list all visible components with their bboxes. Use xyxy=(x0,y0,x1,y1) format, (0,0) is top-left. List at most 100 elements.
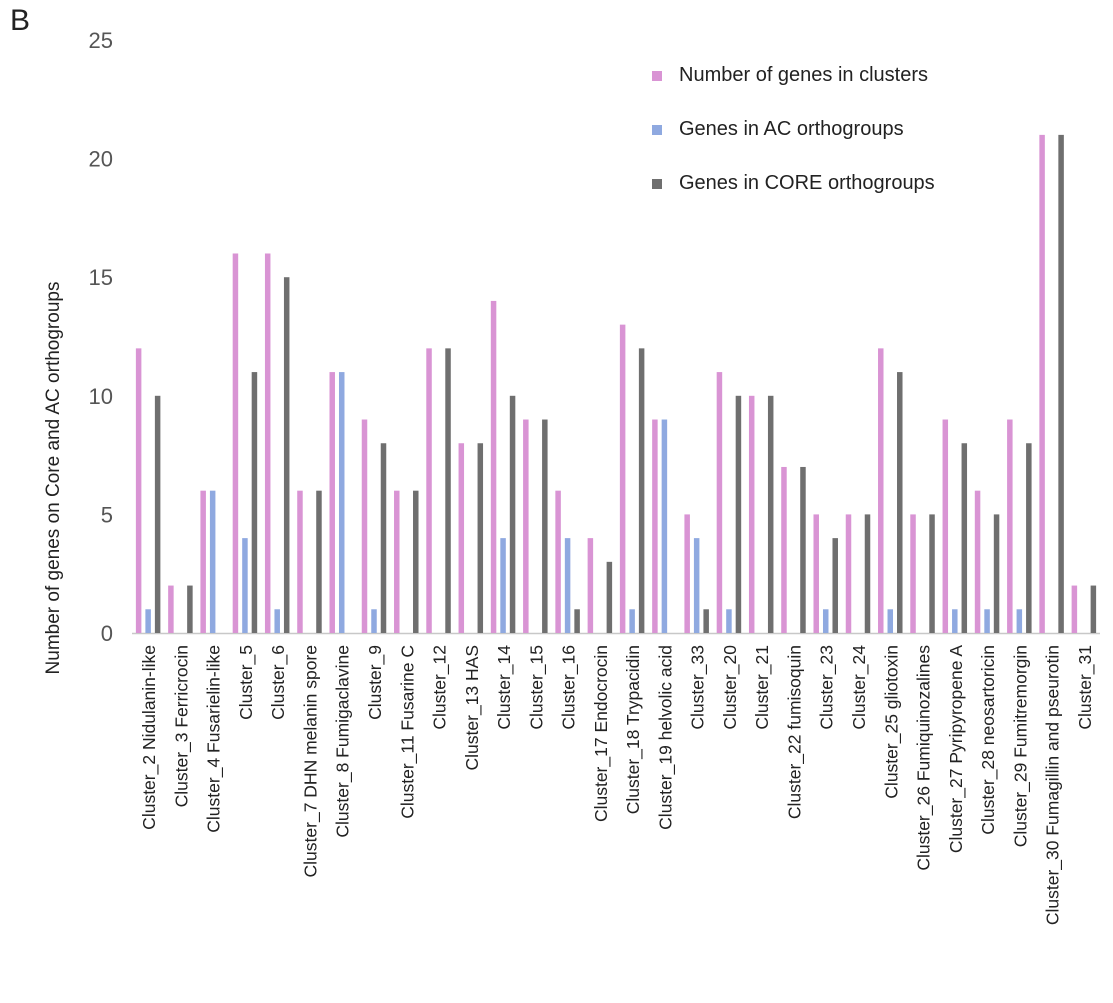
bar xyxy=(619,324,626,633)
bar xyxy=(1058,134,1064,633)
bar xyxy=(929,514,935,633)
bar xyxy=(371,609,377,633)
bar xyxy=(274,609,280,633)
x-tick-label: Cluster_11 Fusarine C xyxy=(397,645,418,819)
bar xyxy=(984,609,990,633)
bar xyxy=(703,609,709,633)
bar xyxy=(154,395,161,633)
bar xyxy=(542,419,548,633)
bar xyxy=(822,609,829,633)
bar xyxy=(380,443,387,633)
bar xyxy=(445,348,451,633)
bar xyxy=(509,395,516,633)
legend-label: Number of genes in clusters xyxy=(679,64,929,86)
bar xyxy=(338,372,345,633)
bar xyxy=(1090,585,1097,633)
bar xyxy=(555,490,561,633)
bar xyxy=(845,514,852,633)
bar xyxy=(564,538,571,633)
y-tick-label: 15 xyxy=(89,265,113,290)
bar xyxy=(316,490,322,633)
bar xyxy=(1026,443,1032,633)
bar xyxy=(394,490,400,633)
bar xyxy=(490,300,497,633)
x-tick-label: Cluster_24 xyxy=(849,645,870,730)
x-tick-label: Cluster_21 xyxy=(752,645,773,730)
bar xyxy=(974,490,981,633)
x-tick-label: Cluster_19 helvolic acid xyxy=(655,645,676,830)
bar xyxy=(587,538,594,633)
x-tick-label: Cluster_29 Fumitremorgin xyxy=(1010,645,1031,847)
x-tick-label: Cluster_6 xyxy=(268,645,289,720)
bar xyxy=(652,419,658,633)
bar xyxy=(887,609,894,633)
bar xyxy=(168,585,174,633)
legend-item-clusters: Number of genes in clusters xyxy=(652,62,935,89)
bar xyxy=(458,443,465,633)
y-tick-label: 20 xyxy=(89,147,113,172)
bar xyxy=(187,585,193,633)
x-tick-label: Cluster_33 xyxy=(688,645,709,730)
bar xyxy=(726,609,732,633)
bar xyxy=(264,253,271,634)
legend-label: Genes in AC orthogroups xyxy=(679,118,904,140)
legend-swatch-blue xyxy=(652,124,662,135)
x-tick-label: Cluster_3 Ferricrocin xyxy=(171,645,192,807)
x-tick-label: Cluster_2 Nidulanin-like xyxy=(139,645,160,830)
bar xyxy=(993,514,1000,633)
x-tick-label: Cluster_7 DHN melanin spore xyxy=(300,645,321,877)
bar xyxy=(716,372,723,633)
bar xyxy=(910,514,916,633)
bar xyxy=(426,348,432,633)
x-tick-label: Cluster_9 xyxy=(365,645,386,720)
bar xyxy=(200,490,206,633)
x-tick-label: Cluster_4 Fusarielin-like xyxy=(204,645,225,833)
y-tick-label: 5 xyxy=(101,502,113,527)
bar xyxy=(251,372,258,633)
x-tick-label: Cluster_15 xyxy=(526,645,547,730)
y-tick-label: 10 xyxy=(89,384,113,409)
x-tick-label: Cluster_28 neosartoricin xyxy=(978,645,999,835)
legend-swatch-gray xyxy=(652,178,662,189)
bar xyxy=(209,490,216,633)
bar xyxy=(832,538,838,633)
x-tick-label: Cluster_14 xyxy=(494,645,515,730)
x-tick-label: Cluster_20 xyxy=(720,645,741,730)
bar xyxy=(800,466,806,633)
bar xyxy=(897,372,903,633)
legend: Number of genes in clusters Genes in AC … xyxy=(652,62,935,224)
bar xyxy=(693,538,700,633)
bar xyxy=(283,277,290,633)
bar xyxy=(748,395,755,633)
legend-item-ac: Genes in AC orthogroups xyxy=(652,116,935,143)
bar xyxy=(629,609,635,633)
x-tick-label: Cluster_23 xyxy=(817,645,838,730)
bar xyxy=(523,419,529,633)
bar xyxy=(638,348,645,633)
x-tick-label: Cluster_18 Trypacidin xyxy=(623,645,644,814)
bar xyxy=(781,466,787,633)
x-tick-label: Cluster_13 HAS xyxy=(462,645,483,770)
bar xyxy=(878,348,884,633)
bar xyxy=(767,395,774,633)
x-tick-label: Cluster_17 Endocrocin xyxy=(591,645,612,822)
bar xyxy=(145,609,151,633)
bar xyxy=(574,609,580,633)
x-tick-label: Cluster_31 xyxy=(1075,645,1096,730)
legend-label: Genes in CORE orthogroups xyxy=(679,172,935,194)
x-tick-label: Cluster_16 xyxy=(559,645,580,730)
y-tick-label: 0 xyxy=(101,621,113,646)
bar xyxy=(813,514,819,633)
bar xyxy=(961,443,968,633)
bar xyxy=(864,514,871,633)
bar xyxy=(329,372,335,633)
bar xyxy=(477,443,484,633)
bar xyxy=(232,253,239,634)
bar xyxy=(952,609,958,633)
bar xyxy=(942,419,949,633)
bar xyxy=(413,490,419,633)
bar xyxy=(361,419,368,633)
bar xyxy=(135,348,142,633)
bar xyxy=(500,538,506,633)
